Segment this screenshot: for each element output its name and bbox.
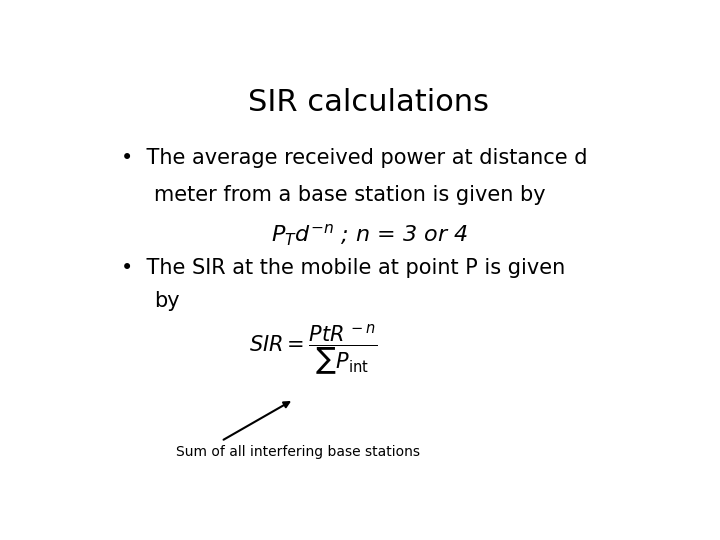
- Text: $\mathit{SIR} = \dfrac{\mathit{PtR}^{\,-n}}{\sum \mathit{P}_{\mathrm{int}}}$: $\mathit{SIR} = \dfrac{\mathit{PtR}^{\,-…: [249, 322, 377, 378]
- Text: •  The SIR at the mobile at point P is given: • The SIR at the mobile at point P is gi…: [121, 258, 565, 278]
- Text: •  The average received power at distance d: • The average received power at distance…: [121, 148, 588, 168]
- Text: by: by: [154, 292, 180, 312]
- Text: Sum of all interfering base stations: Sum of all interfering base stations: [176, 446, 420, 459]
- Text: SIR calculations: SIR calculations: [248, 87, 490, 117]
- Text: meter from a base station is given by: meter from a base station is given by: [154, 185, 546, 205]
- Text: $\mathit{P_T d^{-n}}$ ; $\mathit{n}$ = 3 or 4: $\mathit{P_T d^{-n}}$ ; $\mathit{n}$ = 3…: [271, 223, 467, 248]
